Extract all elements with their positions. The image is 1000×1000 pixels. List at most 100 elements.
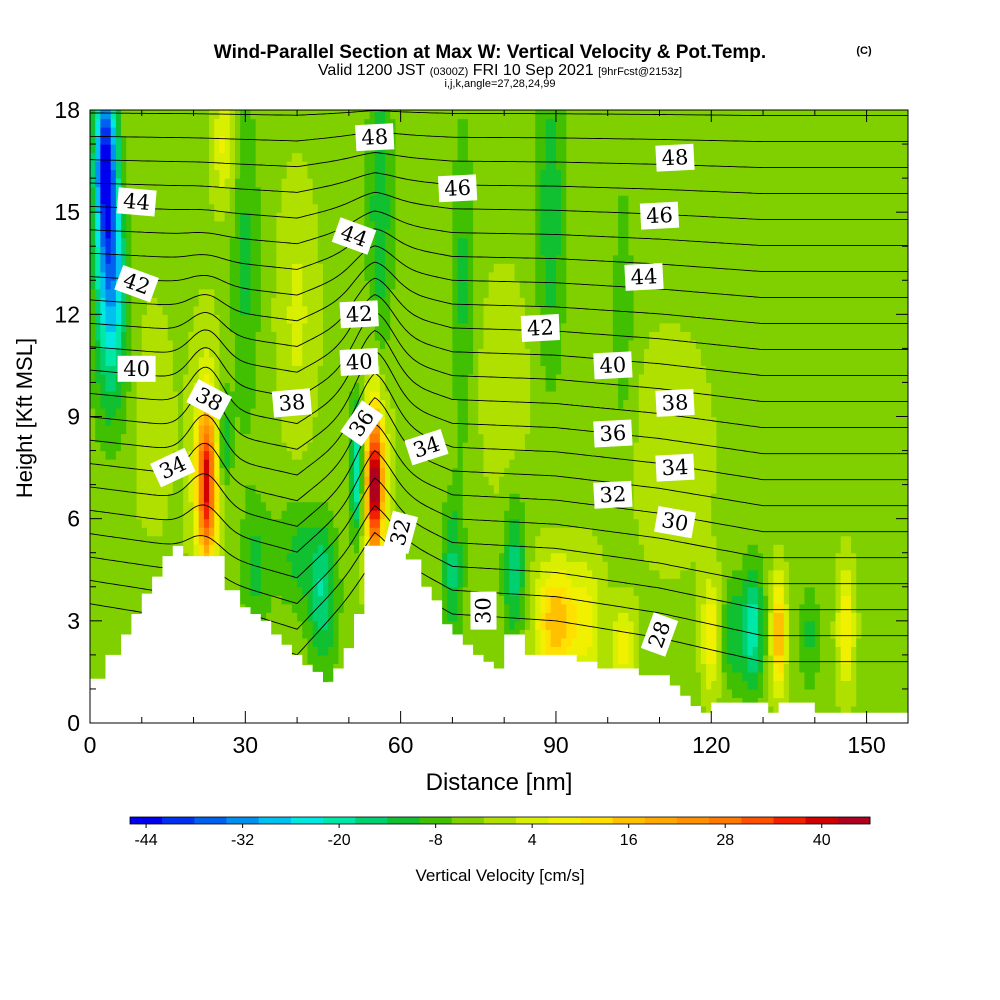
w-cell (126, 305, 133, 315)
w-cell (297, 373, 303, 384)
w-cell (312, 603, 319, 613)
w-cell (426, 271, 433, 281)
w-cell (209, 373, 215, 384)
w-cell (442, 297, 448, 307)
w-cell (436, 203, 443, 213)
w-cell (431, 169, 438, 179)
w-cell (214, 373, 221, 384)
w-cell (121, 484, 127, 494)
w-cell (431, 407, 438, 418)
w-cell (436, 467, 443, 477)
w-cell (333, 305, 340, 315)
w-cell (234, 442, 241, 452)
w-cell (385, 501, 391, 511)
w-cell (354, 561, 360, 571)
w-cell (105, 195, 112, 205)
w-cell (172, 178, 179, 188)
w-cell (410, 288, 417, 298)
w-cell (105, 220, 112, 230)
w-cell (110, 484, 117, 494)
w-cell (209, 110, 215, 120)
w-cell (374, 501, 381, 511)
w-cell (385, 356, 391, 367)
w-cell (255, 195, 262, 205)
w-cell (157, 535, 164, 545)
w-cell (95, 561, 101, 571)
w-cell (385, 152, 391, 162)
w-cell (250, 569, 257, 579)
w-cell (250, 399, 257, 409)
w-cell (255, 152, 262, 162)
w-cell (219, 322, 226, 332)
w-cell (224, 161, 231, 171)
w-cell (255, 373, 262, 384)
w-cell (167, 280, 174, 290)
w-cell (333, 484, 340, 494)
w-cell (276, 348, 283, 358)
w-cell (390, 195, 397, 205)
w-cell (322, 110, 329, 120)
w-cell (121, 331, 127, 341)
w-cell (317, 518, 324, 528)
w-cell (110, 646, 117, 656)
w-cell (250, 280, 257, 290)
w-cell (209, 297, 215, 307)
w-cell (219, 271, 226, 281)
w-cell (385, 484, 391, 494)
w-cell (297, 569, 303, 579)
w-cell (291, 450, 298, 460)
w-cell (338, 476, 345, 486)
w-cell (110, 203, 117, 213)
w-cell (297, 612, 303, 622)
w-cell (328, 186, 334, 196)
w-cell (333, 297, 340, 307)
w-cell (276, 246, 283, 256)
w-cell (240, 348, 246, 358)
w-cell (410, 322, 417, 332)
w-cell (115, 263, 122, 273)
w-cell (209, 135, 215, 145)
w-cell (240, 501, 246, 511)
w-cell (250, 331, 257, 341)
w-cell (312, 280, 319, 290)
w-cell (126, 331, 133, 341)
w-cell (307, 620, 314, 630)
w-cell (291, 544, 298, 554)
w-cell (322, 544, 329, 554)
w-cell (442, 220, 448, 230)
w-cell (95, 544, 101, 554)
w-cell (224, 135, 231, 145)
w-cell (172, 510, 179, 520)
w-cell (343, 501, 350, 511)
w-cell (328, 314, 334, 324)
w-cell (266, 195, 272, 205)
w-cell (395, 229, 402, 239)
w-cell (426, 365, 433, 375)
w-cell (307, 578, 314, 588)
w-cell (214, 493, 221, 503)
w-cell (291, 646, 298, 656)
w-cell (157, 348, 164, 358)
w-cell (421, 305, 428, 315)
w-cell (312, 161, 319, 171)
w-cell (172, 518, 179, 528)
w-cell (255, 569, 262, 579)
w-cell (95, 356, 101, 367)
w-cell (214, 365, 221, 375)
w-cell (364, 510, 371, 520)
w-cell (328, 280, 334, 290)
w-cell (302, 416, 309, 426)
w-cell (312, 476, 319, 486)
w-cell (431, 297, 438, 307)
w-cell (338, 450, 345, 460)
w-cell (188, 254, 195, 264)
w-cell (214, 263, 221, 273)
w-cell (348, 629, 355, 639)
w-cell (131, 569, 138, 579)
w-cell (110, 442, 117, 452)
w-cell (359, 271, 365, 281)
w-cell (286, 476, 293, 486)
w-cell (276, 595, 283, 605)
w-cell (338, 161, 345, 171)
w-cell (447, 544, 454, 554)
